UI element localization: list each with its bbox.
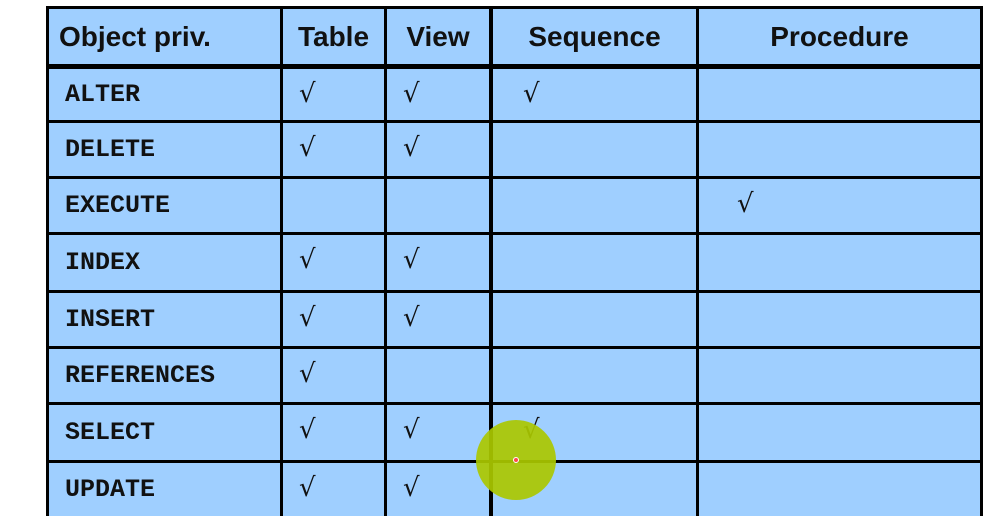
privilege-cell [493,349,696,402]
cursor-highlight [476,420,556,500]
checkmark: √ [403,133,420,163]
checkmark: √ [299,245,316,275]
checkmark: √ [299,359,316,389]
privilege-cell [387,179,489,232]
privilege-label: INDEX [49,235,280,290]
checkmark: √ [299,415,316,445]
privilege-cell: √ [283,123,384,176]
checkmark: √ [403,473,420,503]
column-header: Procedure [699,9,980,64]
checkmark: √ [737,189,754,219]
privilege-label: UPDATE [49,463,280,516]
column-header: Table [283,9,384,64]
column-header: Sequence [493,9,696,64]
privilege-label: REFERENCES [49,349,280,402]
privilege-cell [699,349,980,402]
checkmark: √ [403,415,420,445]
privilege-cell: √ [493,69,696,120]
privilege-cell [699,69,980,120]
privilege-cell: √ [283,349,384,402]
privilege-cell [493,235,696,290]
checkmark: √ [403,245,420,275]
privilege-label: DELETE [49,123,280,176]
privilege-cell: √ [283,235,384,290]
privilege-cell [699,463,980,516]
column-header: View [387,9,489,64]
checkmark: √ [299,303,316,333]
privilege-cell: √ [283,69,384,120]
cursor-pointer-dot [513,457,519,463]
privilege-cell [493,293,696,346]
privilege-cell [699,405,980,460]
privilege-cell: √ [699,179,980,232]
checkmark: √ [403,303,420,333]
privilege-cell: √ [387,123,489,176]
column-header: Object priv. [49,9,280,64]
privilege-cell: √ [387,463,489,516]
checkmark: √ [299,133,316,163]
privilege-label: ALTER [49,69,280,120]
checkmark: √ [299,473,316,503]
checkmark: √ [403,79,420,109]
privilege-label: INSERT [49,293,280,346]
privilege-cell: √ [387,69,489,120]
privilege-cell [283,179,384,232]
privilege-cell [699,123,980,176]
privilege-cell: √ [283,293,384,346]
privilege-cell: √ [283,405,384,460]
privilege-label: SELECT [49,405,280,460]
privilege-cell: √ [387,293,489,346]
privilege-cell: √ [283,463,384,516]
checkmark: √ [299,79,316,109]
privilege-label: EXECUTE [49,179,280,232]
privilege-cell [493,179,696,232]
privilege-cell [493,123,696,176]
privilege-cell: √ [387,235,489,290]
privilege-cell [387,349,489,402]
checkmark: √ [523,79,540,109]
privilege-cell [699,293,980,346]
privilege-cell: √ [387,405,489,460]
privilege-cell [699,235,980,290]
